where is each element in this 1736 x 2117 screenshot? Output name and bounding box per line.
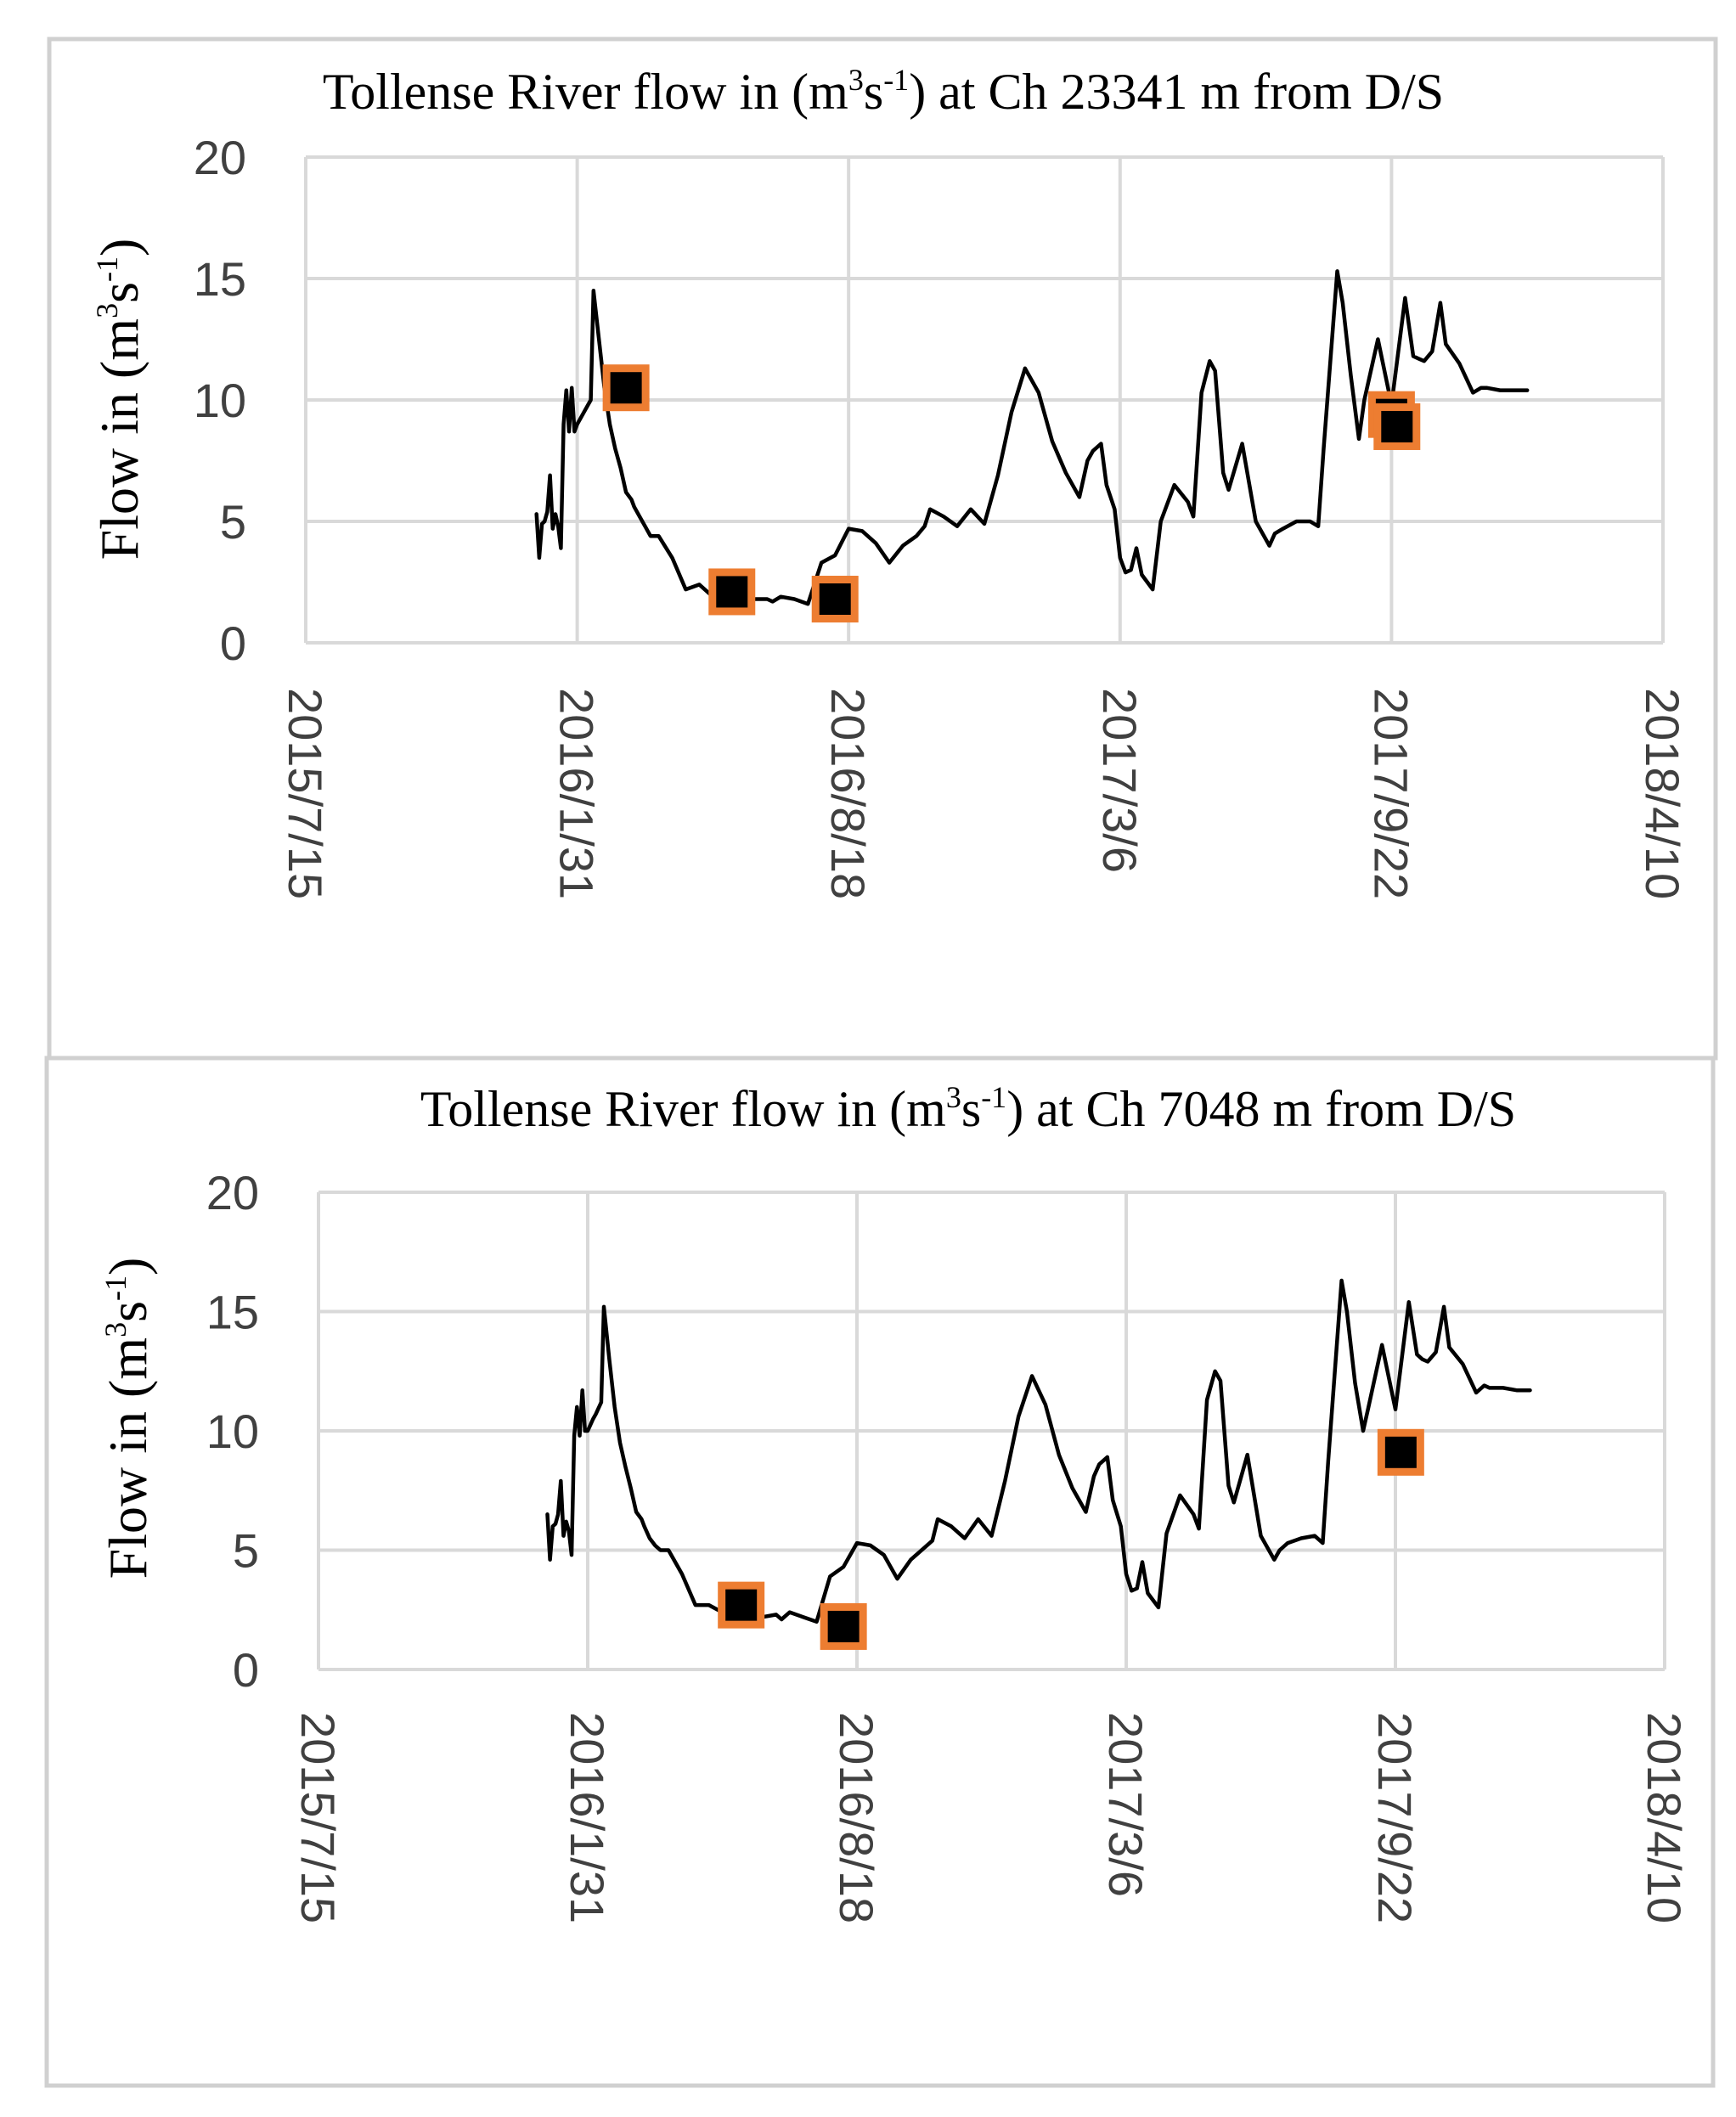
data-marker xyxy=(811,576,859,623)
data-marker xyxy=(1373,403,1421,450)
y-tick-label: 0 xyxy=(233,1643,259,1697)
y-tick-label: 10 xyxy=(206,1405,259,1458)
panel-2-title: Tollense River flow in (m3s-1) at Ch 704… xyxy=(420,1080,1516,1137)
y-tick-label: 5 xyxy=(220,495,246,549)
x-tick-label: 2017/9/22 xyxy=(1364,688,1418,899)
x-tick-label: 2017/3/6 xyxy=(1093,688,1147,873)
x-tick-label: 2015/7/15 xyxy=(291,1712,345,1923)
data-marker xyxy=(1377,1428,1424,1476)
x-tick-label: 2015/7/15 xyxy=(279,688,332,899)
y-tick-label: 20 xyxy=(206,1166,259,1219)
x-tick-label: 2016/1/31 xyxy=(550,688,604,899)
x-tick-label: 2016/8/18 xyxy=(821,688,875,899)
data-marker xyxy=(718,1581,765,1629)
x-tick-label: 2018/4/10 xyxy=(1637,1712,1691,1923)
y-tick-label: 20 xyxy=(194,131,246,184)
panel-1-title: Tollense River flow in (m3s-1) at Ch 233… xyxy=(323,63,1444,120)
y-tick-label: 15 xyxy=(194,252,246,306)
x-tick-label: 2017/9/22 xyxy=(1368,1712,1422,1923)
x-tick-label: 2018/4/10 xyxy=(1636,688,1689,899)
data-marker xyxy=(820,1602,867,1650)
y-tick-label: 5 xyxy=(233,1524,259,1578)
y-tick-label: 10 xyxy=(194,374,246,427)
panel-2-plot: 0 5 10 15 20 2015/7/15 2016/1/31 2016/8/18 2017/… xyxy=(206,1166,1691,1923)
series-line xyxy=(534,269,1530,606)
panel-1-plot: 0 5 10 15 20 2015/7/15 2016/1/31 2016/8/18 2017/… xyxy=(194,131,1689,899)
x-tick-label: 2016/1/31 xyxy=(561,1712,614,1923)
chart-panel-2: Tollense River flow in (m3s-1) at Ch 704… xyxy=(44,1056,1716,2088)
chart-panel-1: Tollense River flow in (m3s-1) at Ch 233… xyxy=(47,37,1718,1061)
data-marker xyxy=(708,568,756,616)
panel-1-ylabel: Flow in (m3s-1) xyxy=(89,239,149,560)
panel-2-ylabel: Flow in (m3s-1) xyxy=(98,1258,158,1579)
x-tick-label: 2017/3/6 xyxy=(1099,1712,1153,1897)
series-line xyxy=(545,1278,1532,1624)
panel-2-border xyxy=(44,1056,1716,2088)
data-marker xyxy=(602,364,650,412)
y-tick-label: 0 xyxy=(220,617,246,670)
x-tick-label: 2016/8/18 xyxy=(830,1712,883,1923)
y-tick-label: 15 xyxy=(206,1286,259,1339)
